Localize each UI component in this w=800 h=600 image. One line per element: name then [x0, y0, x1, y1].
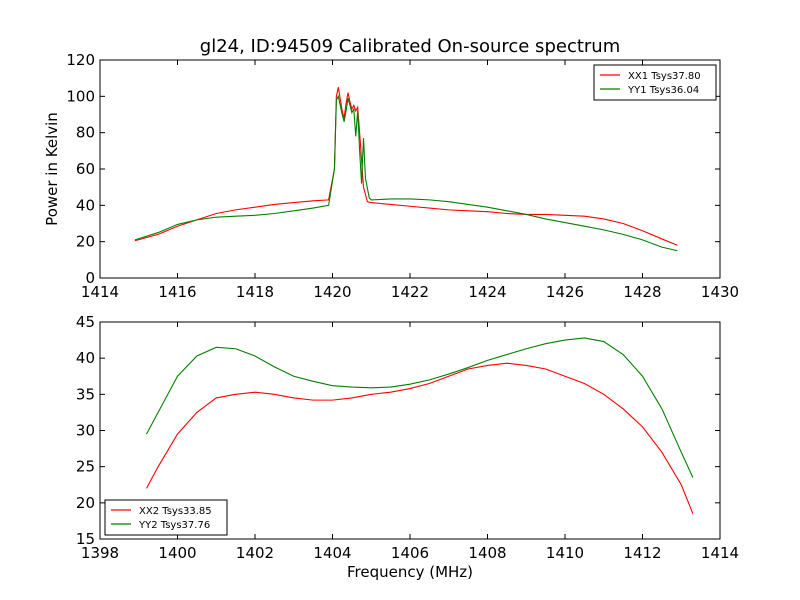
x-tick-label: 1420 — [313, 283, 351, 301]
legend-box — [104, 499, 228, 536]
legend-entry-label: YY2 Tsys37.76 — [138, 520, 210, 531]
legend: XX1 Tsys37.80 YY1 Tsys36.04 — [593, 64, 717, 101]
y-tick-label: 30 — [76, 422, 95, 440]
chart-1: 1414 1416 1418 1420 1422 1424 1426 1428 1430 0 20 4… — [43, 36, 739, 301]
x-tick-label: 1422 — [391, 283, 429, 301]
series-line-xx1 — [134, 87, 678, 246]
x-tick-label: 1410 — [546, 544, 584, 562]
x-tick-label: 1412 — [623, 544, 661, 562]
y-tick-label: 0 — [85, 269, 95, 287]
y-tick-label: 45 — [76, 313, 95, 331]
x-tick-label: 1430 — [701, 283, 739, 301]
y-tick-label: 20 — [76, 494, 95, 512]
chart-title: gl24, ID:94509 Calibrated On-source spec… — [200, 36, 620, 57]
x-tick-label: 1402 — [236, 544, 274, 562]
x-axis-label: Frequency (MHz) — [347, 563, 473, 581]
x-tick-label: 1424 — [468, 283, 506, 301]
y-tick-label: 20 — [76, 233, 95, 251]
legend-entry-label: XX1 Tsys37.80 — [628, 71, 701, 82]
x-tick-label: 1408 — [468, 544, 506, 562]
x-tick-label: 1406 — [391, 544, 429, 562]
x-tick-label: 1398 — [81, 544, 119, 562]
y-tick-label: 25 — [76, 458, 95, 476]
y-tick-label: 80 — [76, 124, 95, 142]
chart-2: 1398 1400 1402 1404 1406 1408 1410 1412 1414 15 20… — [76, 313, 739, 581]
y-tick-label: 15 — [76, 530, 95, 548]
x-tick-label: 1418 — [236, 283, 274, 301]
x-tick-label: 1426 — [546, 283, 584, 301]
x-tick-label: 1414 — [701, 544, 739, 562]
series-line-yy2 — [146, 337, 694, 478]
y-tick-label: 100 — [66, 87, 95, 105]
series-line-yy1 — [134, 94, 678, 252]
y-tick-label: 120 — [66, 51, 95, 69]
y-tick-label: 60 — [76, 160, 95, 178]
y-tick-label: 40 — [76, 349, 95, 367]
x-tick-label: 1400 — [158, 544, 196, 562]
x-tick-label: 1404 — [313, 544, 351, 562]
legend: XX2 Tsys33.85 YY2 Tsys37.76 — [104, 499, 228, 536]
x-tick-label: 1416 — [158, 283, 196, 301]
legend-entry-label: YY1 Tsys36.04 — [627, 85, 699, 96]
x-tick-label: 1428 — [623, 283, 661, 301]
y-tick-label: 35 — [76, 385, 95, 403]
y-axis-label: Power in Kelvin — [43, 112, 61, 226]
legend-entry-label: XX2 Tsys33.85 — [139, 506, 212, 517]
legend-box — [593, 64, 717, 101]
y-tick-label: 40 — [76, 196, 95, 214]
x-tick-label: 1414 — [81, 283, 119, 301]
series-line-xx2 — [146, 362, 694, 514]
